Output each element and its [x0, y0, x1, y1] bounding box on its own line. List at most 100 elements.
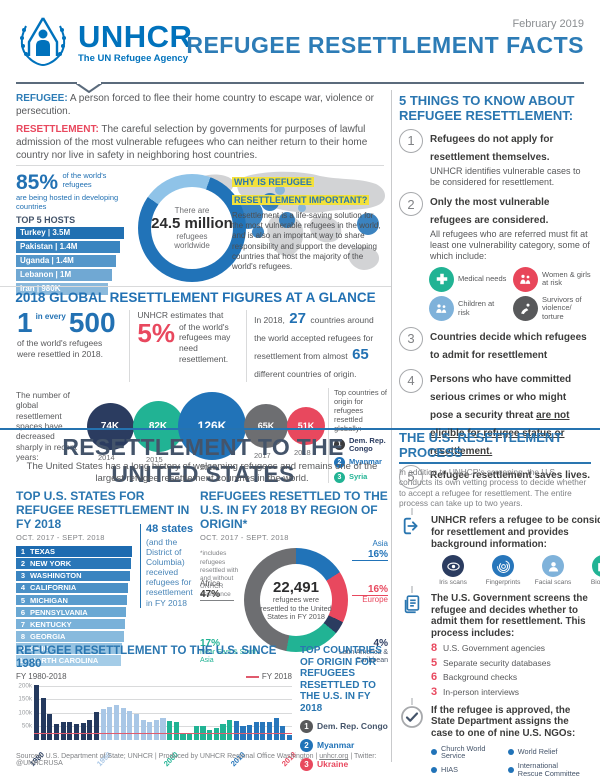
- state-rank: 3: [20, 571, 26, 581]
- region-title: REFUGEES RESETTLED TO THE U.S. IN FY 201…: [200, 489, 388, 531]
- screening-count: 3: [431, 685, 438, 698]
- item-number-circle: 2: [399, 192, 423, 217]
- hosted-pct: 85%: [16, 171, 59, 194]
- state-rank: 7: [20, 619, 26, 629]
- five-things-items-top: 1 Refugees do not apply for resettlement…: [399, 128, 591, 262]
- since1980-sub: FY 1980-2018: [16, 672, 67, 682]
- bubble-year: 2015: [146, 454, 163, 464]
- year-bar: [233, 720, 239, 741]
- stat-5pct: 5%: [137, 317, 175, 348]
- global-origins: Top countries of origin for refugees res…: [328, 388, 392, 483]
- ngo-name: World Relief: [517, 747, 558, 757]
- region-donut-caption: refugees were resettled to the United St…: [260, 594, 332, 622]
- state-rank: 10: [18, 655, 28, 665]
- ngo-bullet-icon: [507, 749, 514, 756]
- bubble-year: 2014: [98, 452, 115, 462]
- us-origin-rank-badge: 2: [300, 739, 313, 752]
- state-row: 4 CALIFORNIA: [16, 582, 129, 594]
- biometric-facial: Facial scans: [531, 555, 575, 586]
- origin-name: Myanmar: [349, 457, 382, 467]
- fy2018-legend: FY 2018: [245, 672, 292, 681]
- region-donut-value: 22,491: [273, 578, 319, 596]
- glance-title: 2018 GLOBAL RESETTLEMENT FIGURES AT A GL…: [15, 290, 376, 305]
- origin-rank-badge: 2: [334, 456, 345, 468]
- label-asia: Asia 16%: [352, 540, 388, 562]
- host-bar-label: Lebanon | 1M: [20, 270, 72, 280]
- origin-rank-badge: 1: [334, 439, 345, 451]
- footer-pre: Sources: U.S. Department of State; UNHCR…: [16, 753, 320, 760]
- bio-data-icon: [592, 555, 600, 578]
- year-bar: [87, 720, 93, 741]
- bubble-year: 2016: [200, 463, 217, 472]
- label-africa: Africa 47%: [200, 580, 234, 602]
- year-bar: [147, 722, 153, 741]
- children-at-risk-icon: [429, 296, 454, 322]
- screening-label: Separate security databases: [443, 657, 551, 668]
- header-chevron-icon: [76, 82, 102, 93]
- state-row: 1 TEXAS: [16, 546, 132, 557]
- region-origin-block: REFUGEES RESETTLED TO THE U.S. IN FY 201…: [200, 489, 388, 664]
- five-things-item: 5 Refugee resettlement saves lives.: [399, 464, 591, 489]
- ngo-name: Church World Service: [441, 743, 486, 761]
- facial-scan-icon: [542, 555, 564, 578]
- footer-sources: Sources: U.S. Department of State; UNHCR…: [16, 753, 390, 767]
- five-things-item: 2 Only the most vulnerable refugees are …: [399, 192, 591, 261]
- us-title: RESETTLEMENT TO THE UNITED STATES: [62, 434, 344, 487]
- hosted-caption-1: of the world's refugees: [62, 171, 107, 189]
- resettlement-bubble: 82K: [132, 400, 184, 452]
- us-origin-row: 3 Ukraine: [300, 758, 388, 771]
- us-intro: The United States has a long history of …: [26, 461, 378, 484]
- us-origins-list: 1 Dem. Rep. Congo 2 Myanmar 3 Ukraine: [300, 720, 388, 771]
- glance-section: 2018 GLOBAL RESETTLEMENT FIGURES AT A GL…: [0, 286, 391, 483]
- five-things-item: 4 Persons who have committed serious cri…: [399, 368, 591, 460]
- state-name: NEW YORK: [30, 559, 72, 569]
- label-latam-name: Latin America & Caribbean: [338, 649, 388, 665]
- us-origin-name: Ukraine: [317, 759, 349, 770]
- us-origin-rank-badge: 3: [300, 758, 313, 771]
- ngo-bullet-icon: [431, 767, 437, 774]
- header-title-block: February 2019 REFUGEE RESETTLEMENT FACTS: [186, 18, 584, 59]
- label-asia-pct: 16%: [367, 549, 388, 561]
- screening-label: Background checks: [443, 672, 518, 683]
- year-bar: [180, 733, 186, 741]
- iris-scan-label: Iris scans: [439, 579, 467, 587]
- process-step-screen: The U.S. Government screens the refugee …: [399, 593, 591, 698]
- gridline-200k: 200k: [18, 683, 292, 690]
- stat-27-pre: In 2018,: [254, 315, 285, 325]
- process-step-refer: UNHCR refers a refugee to be considered …: [399, 515, 600, 587]
- year-bar: [273, 717, 279, 741]
- five-things-item: 3 Countries decide which refugees to adm…: [399, 326, 591, 364]
- glance-columns: 1 in every 500 of the world's refugees w…: [10, 308, 381, 382]
- since1980-bars: [34, 684, 293, 741]
- item-bold-text: Refugee resettlement saves lives.: [430, 469, 591, 481]
- state-rank: 8: [20, 631, 26, 641]
- stat-27: 27: [289, 310, 306, 327]
- year-bar: [153, 720, 159, 741]
- since1980-plot: 200k 150k 100k 50k 1980 1990 2000 2010 2018: [18, 683, 298, 769]
- ytick-100k: 100k: [18, 709, 32, 717]
- year-bar: [60, 721, 66, 741]
- resettlement-bubble: 126K: [178, 392, 246, 460]
- state-row: 8 GEORGIA: [16, 631, 124, 642]
- stat-27-mid: countries around the world accepted refu…: [254, 315, 374, 361]
- fy2018-legend-dash: [245, 676, 259, 679]
- item-number-circle: 4: [399, 368, 423, 393]
- footer-unhcr-link[interactable]: unhcr.org: [319, 753, 349, 760]
- origin-row: 3 Syria: [334, 471, 392, 483]
- origin-name: Dem. Rep. Congo: [349, 436, 386, 453]
- screening-count: 6: [431, 671, 438, 684]
- us-origin-rank-badge: 1: [300, 720, 313, 733]
- label-latam-pct: 4%: [373, 638, 388, 650]
- stat-one-caption: of the world's refugees were resettled i…: [17, 338, 103, 359]
- label-neareast: 17% Near East & South Asia: [200, 638, 258, 664]
- year-bar: [160, 718, 166, 741]
- header-divider: [16, 82, 584, 84]
- screening-count: 5: [431, 656, 438, 669]
- glance-5pct: UNHCR estimates that 5% of the world's r…: [129, 310, 246, 382]
- screening-item: 5 Separate security databases: [431, 657, 591, 669]
- refugee-text: A person forced to flee their home count…: [16, 93, 374, 117]
- year-bar: [253, 721, 259, 741]
- year-bar: [93, 711, 100, 741]
- category-children: Children at risk: [429, 296, 507, 322]
- resettlement-bubble: 65K: [244, 404, 288, 448]
